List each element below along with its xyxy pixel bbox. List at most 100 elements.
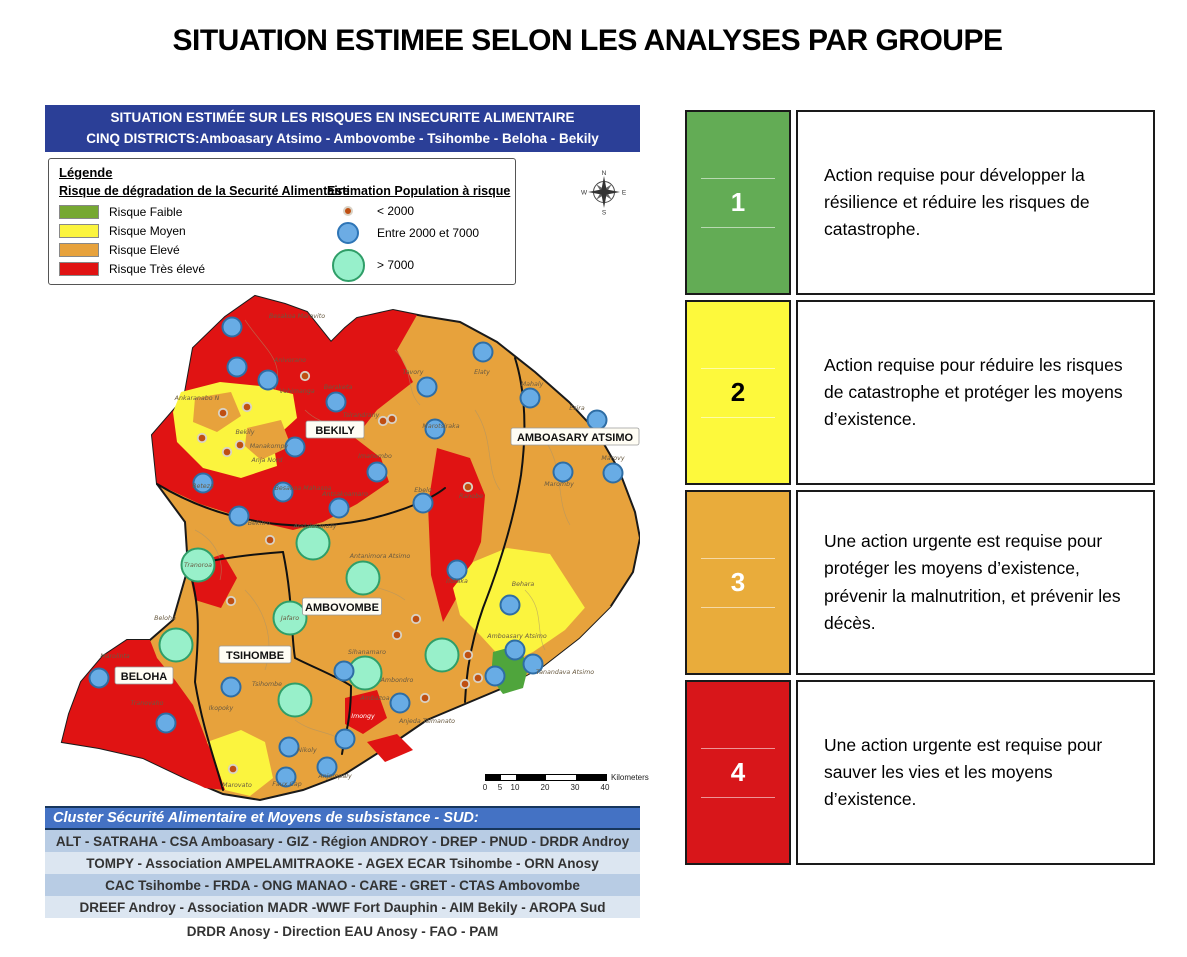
commune-label: Ikopoky bbox=[209, 705, 234, 712]
population-large-circle bbox=[272, 600, 308, 636]
commune-label: Jafaro bbox=[279, 615, 299, 622]
commune-label: Faux Cap bbox=[272, 781, 301, 788]
commune-label: Andalatanosy bbox=[293, 522, 337, 530]
population-medium-circle bbox=[278, 736, 300, 758]
population-small-dot bbox=[227, 763, 239, 775]
commune-label: Tsihombe bbox=[252, 681, 282, 688]
commune-label: Anjeda Tsimanato bbox=[398, 717, 455, 725]
group-number-cell: 1 bbox=[685, 110, 791, 295]
commune-label: Bekitro bbox=[248, 519, 271, 527]
district-label: BELOHA bbox=[121, 671, 168, 683]
population-large-circle bbox=[295, 525, 331, 561]
population-medium-circle bbox=[328, 497, 350, 519]
population-small-dot bbox=[234, 439, 246, 451]
population-small-dot bbox=[459, 678, 471, 690]
population-medium-circle bbox=[366, 461, 388, 483]
commune-label: Besakoa Marovito bbox=[269, 312, 325, 320]
commune-label: Amboasary Atsimo bbox=[486, 632, 547, 640]
population-large-circle bbox=[180, 547, 216, 583]
population-medium-circle bbox=[333, 660, 355, 682]
legend-risk-list: Risque Faible Risque Moyen Risque Elevé Ris… bbox=[59, 202, 327, 278]
district-callout-box bbox=[510, 427, 640, 446]
population-small-dot bbox=[391, 629, 403, 641]
legend-risk-row: Risque Moyen bbox=[59, 221, 327, 240]
commune-label: Mahaly bbox=[521, 381, 544, 388]
population-large-circle bbox=[424, 637, 460, 673]
group-row-1: 1 Action requise pour développer la résil… bbox=[685, 110, 1155, 295]
risk-color-swatch bbox=[59, 242, 99, 257]
commune-label: Beloha bbox=[154, 615, 176, 622]
population-label: < 2000 bbox=[377, 204, 415, 218]
district-callout-box bbox=[305, 420, 365, 439]
population-small-dot bbox=[462, 649, 474, 661]
legend-risk-row: Risque Elevé bbox=[59, 240, 327, 259]
commune-label: Ebelo bbox=[414, 487, 432, 494]
cluster-section: Cluster Sécurité Alimentaire et Moyens d… bbox=[45, 806, 640, 944]
commune-label: Maromby bbox=[544, 481, 574, 488]
group-number: 3 bbox=[730, 567, 746, 597]
group-description: Action requise pour réduire les risques … bbox=[796, 300, 1155, 485]
compass-e: E bbox=[622, 190, 627, 197]
population-small-dot bbox=[410, 613, 422, 625]
population-small-dot bbox=[472, 672, 484, 684]
commune-label: Antsakoamaro bbox=[321, 490, 368, 498]
map-title-line1: SITUATION ESTIMÉE SUR LES RISQUES EN INS… bbox=[110, 109, 575, 125]
population-label: Entre 2000 et 7000 bbox=[377, 226, 480, 240]
group-row-3: 3 Une action urgente est requise pour pro… bbox=[685, 490, 1155, 675]
commune-label: Tranoroa bbox=[184, 562, 212, 569]
group-description: Une action urgente est requise pour sauv… bbox=[796, 680, 1155, 865]
commune-label: Ifotaka bbox=[446, 577, 468, 585]
population-medium-circle bbox=[424, 418, 446, 440]
district-label: TSIHOMBE bbox=[226, 650, 284, 662]
group-number: 4 bbox=[730, 757, 746, 787]
cluster-partner-row: DRDR Anosy - Direction EAU Anosy - FAO -… bbox=[186, 923, 499, 939]
scale-bar-ticks: 0 5 10 20 30 40 bbox=[482, 783, 610, 792]
scale-bar-unit: Kilometers bbox=[611, 773, 649, 782]
commune-label: Nikoly bbox=[297, 747, 317, 754]
population-medium-circle bbox=[325, 391, 347, 413]
commune-label: Marovy bbox=[601, 455, 624, 462]
compass-rose-icon: N E S W bbox=[581, 170, 627, 215]
legend-risk-row: Risque Très élevé bbox=[59, 259, 327, 278]
map-panel: SITUATION ESTIMÉE SUR LES RISQUES EN INS… bbox=[45, 105, 649, 950]
population-medium-circle bbox=[552, 461, 574, 483]
district-label: AMBOVOMBE bbox=[305, 602, 379, 614]
population-medium-circle bbox=[412, 492, 434, 514]
small-dot-icon bbox=[343, 206, 353, 216]
compass-n: N bbox=[602, 170, 607, 177]
map-title-bar: SITUATION ESTIMÉE SUR LES RISQUES EN INS… bbox=[45, 105, 640, 152]
risk-color-swatch bbox=[59, 204, 99, 219]
commune-label: Marotsiraka bbox=[422, 422, 459, 430]
commune-label: Ankaranabo N bbox=[174, 395, 220, 402]
district-callout-box bbox=[114, 666, 174, 685]
district-label: BEKILY bbox=[315, 425, 355, 437]
map-legend: Légende Risque de dégradation de la Secu… bbox=[48, 158, 516, 285]
commune-label: Elaty bbox=[474, 368, 490, 376]
commune-label: Anjampaly bbox=[317, 773, 352, 780]
district-callout-box bbox=[218, 645, 292, 664]
legend-title: Légende bbox=[59, 165, 113, 180]
group-number-cell: 4 bbox=[685, 680, 791, 865]
cluster-partner-row: CAC Tsihombe - FRDA - ONG MANAO - CARE -… bbox=[45, 874, 640, 896]
commune-label: Antanimora Atsimo bbox=[349, 552, 411, 560]
population-medium-circle bbox=[192, 472, 214, 494]
commune-label: Besakoa Mahasoa bbox=[275, 485, 332, 492]
district-label: AMBOASARY ATSIMO bbox=[517, 432, 634, 444]
cluster-header: Cluster Sécurité Alimentaire et Moyens d… bbox=[45, 806, 640, 830]
population-large-circle bbox=[345, 560, 381, 596]
group-row-2: 2 Action requise pour réduire les risques… bbox=[685, 300, 1155, 485]
population-medium-circle bbox=[519, 387, 541, 409]
legend-risk-row: Risque Faible bbox=[59, 202, 327, 221]
population-medium-circle bbox=[334, 728, 356, 750]
compass-w: W bbox=[581, 190, 588, 197]
district-callout-box bbox=[302, 597, 382, 616]
group-number: 1 bbox=[730, 187, 746, 217]
population-medium-circle bbox=[228, 505, 250, 527]
group-description: Une action urgente est requise pour prot… bbox=[796, 490, 1155, 675]
cluster-partner-row: TOMPY - Association AMPELAMITRAOKE - AGE… bbox=[45, 852, 640, 874]
groups-panel: 1 Action requise pour développer la résil… bbox=[685, 110, 1155, 870]
population-large-circle bbox=[158, 627, 194, 663]
commune-label: Vohimanga bbox=[279, 388, 315, 395]
population-medium-circle bbox=[416, 376, 438, 398]
commune-label: Behara bbox=[512, 581, 535, 588]
